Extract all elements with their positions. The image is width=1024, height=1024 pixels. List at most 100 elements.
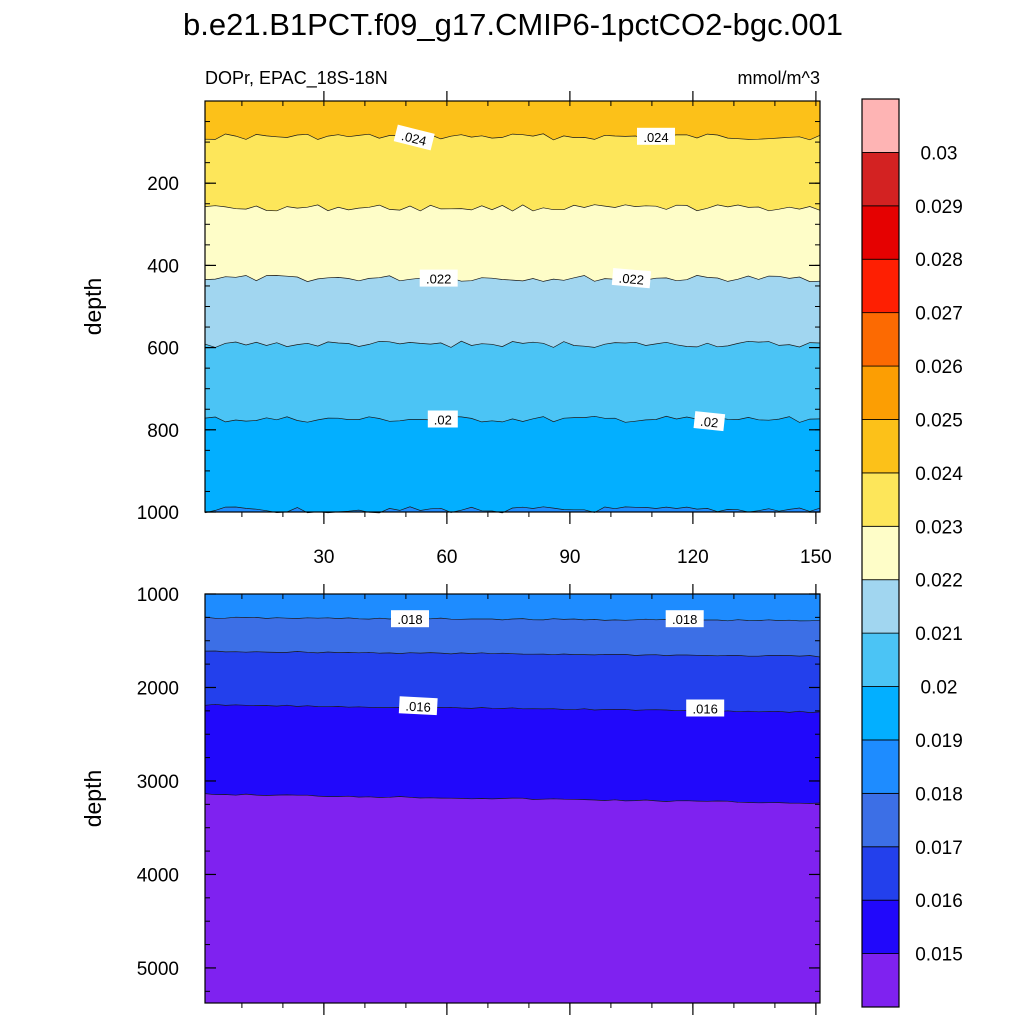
- colorbar-tick-label: 0.028: [915, 250, 963, 271]
- y-tick-label: 3000: [137, 772, 179, 793]
- y-tick-label: 2000: [137, 678, 179, 699]
- x-tick-label: 30: [313, 547, 334, 568]
- contour-label: .02: [427, 410, 458, 428]
- x-tick-label: 150: [800, 547, 832, 568]
- colorbar-swatch: [861, 525, 900, 581]
- colorbar-tick-label: 0.02: [921, 678, 958, 699]
- units-label: mmol/m^3: [738, 68, 820, 88]
- y-tick-label: 800: [147, 421, 179, 442]
- contour-band: [205, 594, 820, 621]
- contour-label-bg: [693, 411, 726, 432]
- y-tick-label: 5000: [137, 959, 179, 980]
- colorbar-swatch: [861, 152, 900, 207]
- contour-label: .016: [398, 696, 438, 716]
- contour-label-bg: [393, 124, 435, 151]
- contour-band: [205, 704, 820, 804]
- colorbar-swatch: [861, 632, 900, 687]
- colorbar: 0.015 0.016 0.017 0.018 0.019 0.02 0.021 0.022 0…: [861, 98, 963, 1008]
- colorbar-swatch: [861, 899, 900, 954]
- x-tick-label: 90: [559, 547, 580, 568]
- contour-label-bg: [391, 610, 429, 628]
- x-tick-label: 60: [436, 547, 457, 568]
- plot-frame: [204, 593, 821, 1004]
- y-tick-label: 600: [147, 339, 179, 360]
- contour-label: .018: [665, 610, 704, 628]
- colorbar-tick-label: 0.019: [915, 731, 963, 752]
- colorbar-swatch: [861, 579, 900, 634]
- contour-label-text: .016: [693, 702, 718, 717]
- y-tick-label: 200: [147, 174, 179, 195]
- colorbar-tick-label: 0.023: [915, 517, 963, 538]
- contour-label-text: .024: [643, 130, 668, 145]
- contour-label: .022: [419, 269, 458, 287]
- contour-label-bg: [611, 267, 652, 289]
- colorbar-swatch: [861, 258, 900, 314]
- contour-label: .016: [686, 699, 725, 717]
- y-axis-label: depth: [80, 278, 106, 336]
- colorbar-tick-label: 0.021: [915, 624, 963, 645]
- contour-band: [205, 341, 820, 423]
- colorbar-swatch: [861, 472, 900, 527]
- contour-band: [205, 793, 820, 1003]
- colorbar-tick-label: 0.025: [915, 410, 963, 431]
- contour-line: [204, 340, 821, 348]
- contour-label: .022: [611, 267, 652, 289]
- colorbar-tick-label: 0.03: [921, 143, 958, 164]
- upper-panel: .024 .024 .022 .022 .02 .02 200 400 600 800 1000 30…: [80, 91, 832, 568]
- colorbar-swatch: [861, 312, 900, 367]
- colorbar-tick-label: 0.024: [915, 464, 963, 485]
- colorbar-swatch: [861, 365, 900, 420]
- colorbar-swatch: [861, 953, 900, 1008]
- contour-label-bg: [398, 696, 438, 716]
- colorbar-swatch: [861, 686, 900, 741]
- lower-panel: .018 .018 .016 .016 1000 2000 3000 4000 5000 dept…: [80, 584, 821, 1015]
- contour-label-bg: [686, 699, 725, 717]
- contour-line: [204, 133, 821, 141]
- contour-band: [205, 204, 820, 282]
- colorbar-frame: [861, 98, 900, 1008]
- contour-band: [205, 416, 820, 513]
- contour-label: .024: [393, 124, 435, 151]
- colorbar-tick-label: 0.015: [915, 945, 963, 966]
- y-tick-label: 4000: [137, 865, 179, 886]
- contour-label-bg: [637, 127, 675, 145]
- colorbar-swatch: [861, 205, 900, 260]
- colorbar-swatch: [861, 419, 900, 474]
- colorbar-tick-label: 0.016: [915, 891, 963, 912]
- y-tick-label: 400: [147, 256, 179, 277]
- y-axis-label: depth: [80, 770, 106, 828]
- chart-title: b.e21.B1PCT.f09_g17.CMIP6-1pctCO2-bgc.00…: [183, 7, 843, 42]
- contour-label-text: .022: [618, 271, 645, 288]
- contour-band: [205, 133, 820, 211]
- colorbar-tick-label: 0.027: [915, 304, 963, 325]
- contour-label-text: .02: [434, 413, 452, 428]
- contour-band: [205, 275, 820, 348]
- y-tick-label: 1000: [137, 503, 179, 524]
- contour-label-text: .016: [405, 699, 431, 715]
- colorbar-tick-label: 0.018: [915, 784, 963, 805]
- colorbar-swatch: [861, 846, 900, 901]
- contour-band: [205, 617, 820, 657]
- contour-label: .024: [637, 127, 675, 145]
- y-tick-label: 1000: [137, 585, 179, 606]
- contour-line: [204, 275, 821, 282]
- contour-label-text: .018: [672, 612, 697, 627]
- contour-label-text: .018: [397, 612, 422, 627]
- contour-label-text: .024: [400, 128, 428, 149]
- contour-label-text: .022: [426, 272, 451, 287]
- contour-label-bg: [427, 410, 458, 428]
- colorbar-swatch: [861, 792, 900, 848]
- colorbar-tick-label: 0.017: [915, 838, 963, 859]
- colorbar-tick-label: 0.022: [915, 571, 963, 592]
- colorbar-tick-label: 0.029: [915, 197, 963, 218]
- contour-label: .018: [391, 610, 429, 628]
- contour-label: .02: [693, 411, 726, 432]
- contour-line: [204, 650, 821, 658]
- contour-band: [205, 651, 820, 713]
- colorbar-swatch: [861, 739, 900, 794]
- contour-band: [205, 506, 820, 513]
- contour-label-bg: [419, 269, 458, 287]
- x-tick-label: 120: [677, 547, 709, 568]
- variable-label: DOPr, EPAC_18S-18N: [205, 68, 388, 89]
